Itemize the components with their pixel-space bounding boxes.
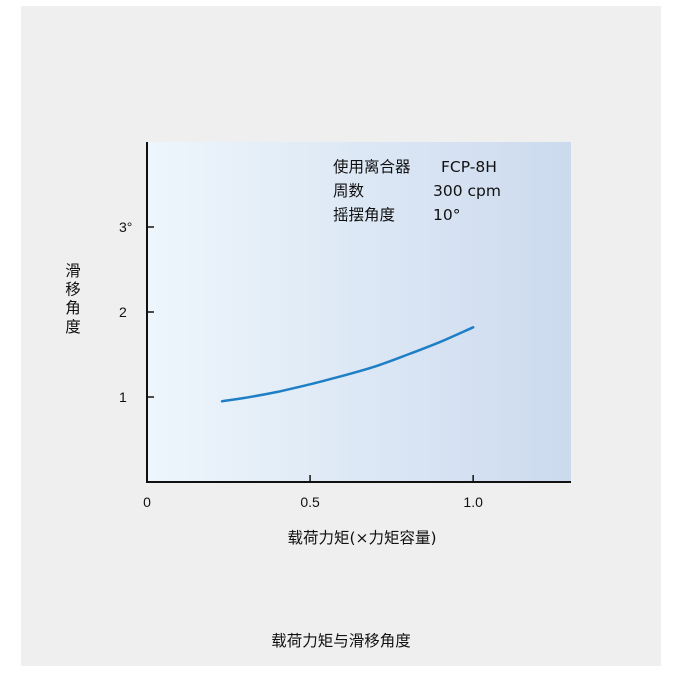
figure-panel: 0 0.5 1.0 1 2 3° 使用离合器 FCP-8H 周数 300 cpm 摇摆角度… [21, 6, 661, 666]
x-tick-label: 0 [143, 494, 151, 510]
y-tick-label: 1 [119, 389, 127, 405]
slip-angle-chart: 0 0.5 1.0 1 2 3° 使用离合器 FCP-8H 周数 300 cpm 摇摆角度… [65, 142, 571, 650]
series-layer [220, 326, 475, 403]
annotation-clutch-label: 使用离合器 [333, 158, 411, 176]
x-tick-label: 0.5 [300, 494, 320, 510]
series-line-0 [220, 326, 475, 403]
x-axis-label: 载荷力矩(×力矩容量) [287, 529, 436, 547]
chart-annotation: 使用离合器 FCP-8H 周数 300 cpm 摇摆角度 10° [333, 158, 501, 224]
plot-area [147, 142, 571, 482]
x-tick-label: 1.0 [463, 494, 483, 510]
annotation-clutch-value: FCP-8H [441, 158, 497, 176]
annotation-cycles-value: 300 cpm [433, 182, 501, 200]
annotation-cycles-label: 周数 [333, 182, 365, 200]
ticks: 0 0.5 1.0 1 2 3° [119, 219, 483, 510]
y-axis-label: 滑移角度 [65, 262, 81, 336]
y-tick-label: 2 [119, 304, 127, 320]
y-tick-label: 3° [119, 219, 132, 235]
chart-title: 载荷力矩与滑移角度 [271, 632, 411, 650]
annotation-swing-value: 10° [433, 206, 460, 224]
annotation-swing-label: 摇摆角度 [333, 206, 395, 224]
